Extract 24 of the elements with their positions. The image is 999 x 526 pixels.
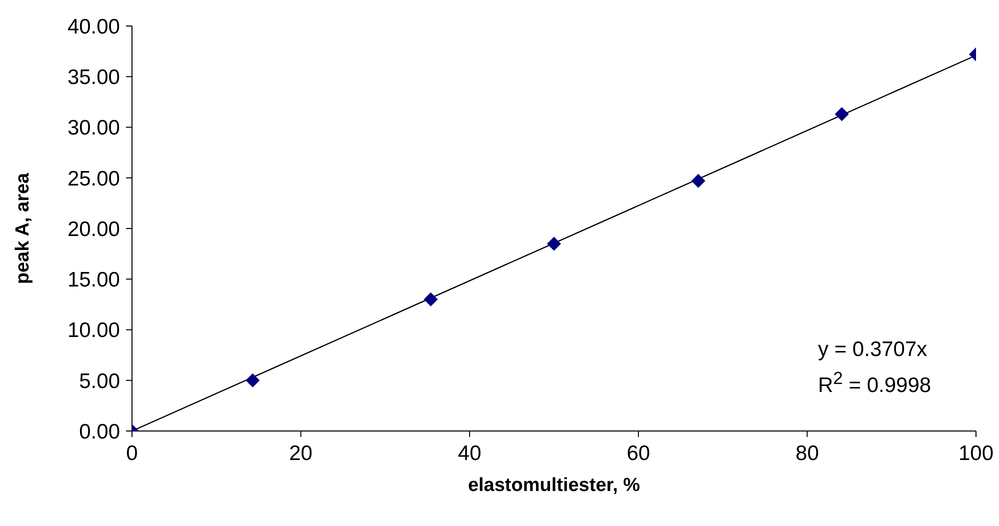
annotation: R$^{2}$ = 0.9998 — [818, 368, 932, 398]
x-axis-title: elastomultiester, % — [468, 475, 640, 496]
x-tick-label: 80 — [796, 442, 819, 465]
y-tick-label: 35.00 — [67, 66, 120, 90]
y-tick-label: 0.00 — [79, 420, 120, 444]
x-tick-label: 40 — [458, 442, 482, 465]
y-axis-title: peak A, area — [12, 172, 34, 284]
y-tick-label: 25.00 — [67, 167, 120, 190]
annotation: y = 0.3707x — [818, 338, 928, 362]
point — [691, 174, 706, 188]
x-tick-label: 0 — [126, 442, 138, 465]
point — [424, 292, 438, 306]
y-tick-label: 40.00 — [67, 15, 120, 38]
x-tick-label: 20 — [289, 442, 312, 465]
point — [834, 107, 849, 122]
y-tick-label: 15.00 — [67, 268, 120, 292]
y-tick-label: 10.00 — [67, 319, 120, 342]
y-tick-label: 5.00 — [79, 370, 120, 393]
y-tick-label: 30.00 — [67, 116, 120, 140]
point — [547, 236, 561, 251]
x-tick-label: 100 — [958, 442, 994, 465]
x-tick-label: 60 — [626, 442, 650, 465]
y-tick-label: 20.00 — [67, 218, 120, 241]
point — [246, 373, 260, 388]
